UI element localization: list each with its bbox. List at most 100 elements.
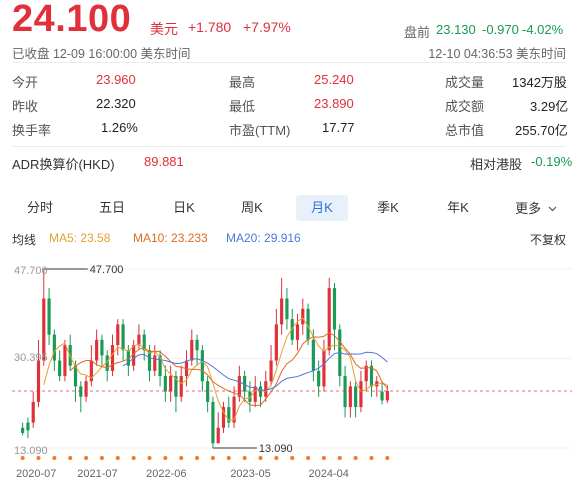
candle-body [253,386,257,402]
candle-body [375,381,379,387]
candle-body [332,288,337,330]
x-axis-label: 2024-04 [309,468,349,480]
candle-body [89,360,93,382]
candle-body [280,298,284,325]
hk-relative-value: -0.19% [531,154,573,169]
stat-value: 3.29亿 [530,99,569,114]
candle-body [311,339,315,371]
stat-value: 17.77 [322,120,355,135]
event-dot [99,456,104,460]
candle-body [317,370,321,387]
stat-label: 换手率 [12,123,52,138]
candle-body [354,386,358,408]
event-dot [20,456,25,460]
chevron-down-icon [548,195,557,221]
candle-body [195,339,199,351]
candle-body [274,324,278,361]
stat-value: 23.890 [314,96,354,111]
candle-body [200,350,204,382]
candle-body [142,334,146,351]
stat-value: 22.320 [96,96,136,111]
candle-body [105,355,109,371]
adr-label: ADR换算价(HKD) [12,157,115,172]
candle-body [79,386,83,397]
candle-body [31,401,35,423]
premarket-price: 23.130 [436,22,476,37]
candle-body [110,345,115,371]
candle-body [153,355,157,371]
candle-body [237,376,241,397]
candle-body [248,391,252,402]
candle-body [169,376,173,392]
candle-body [132,345,136,366]
candle-body [163,376,167,392]
candle-body [359,381,363,408]
candle-body [73,365,78,387]
candle-body [126,350,130,366]
candle-body [269,360,273,382]
event-dot [179,456,184,460]
tab-five-day[interactable]: 五日 [98,200,125,215]
currency-label: 美元 [150,21,178,37]
ma5-legend: MA5: 23.58 [49,231,111,245]
candle-body [258,386,263,397]
tab-intraday[interactable]: 分时 [26,200,53,215]
candle-body [385,391,389,401]
candle-body [42,298,46,361]
event-dot [36,456,41,460]
adr-value: 89.881 [144,154,184,169]
candle-body [216,427,220,444]
high-marker-label: 47.700 [90,264,124,276]
tab-more[interactable]: 更多 [506,195,566,221]
chart-grid [12,268,572,449]
tab-monthly-k[interactable]: 月K [296,195,348,221]
ma20-legend: MA20: 29.916 [226,231,301,245]
tab-weekly-k[interactable]: 周K [241,200,263,215]
candle-body [348,386,352,408]
x-axis-label: 2020-07 [16,468,56,480]
tab-daily-k[interactable]: 日K [173,200,195,215]
event-dot [290,456,295,460]
candle-body [137,334,141,346]
event-dot [385,456,390,460]
event-dot [195,456,200,460]
low-marker-label: 13.090 [259,443,293,455]
ma5-line [43,317,388,422]
x-axis-label: 2021-07 [77,468,117,480]
candle-body [174,376,178,397]
stat-label: 昨收 [12,99,39,114]
event-dot [52,456,57,460]
candlestick-chart[interactable]: 47.700 13.090 47.700 30.395 13.090 2020-0… [12,258,572,482]
stat-value: 23.960 [96,72,136,87]
candle-body [121,324,125,351]
candle-body [301,308,305,325]
tab-yearly-k[interactable]: 年K [447,200,469,215]
candle-body [232,396,236,423]
ma20-line [122,351,388,391]
candle-body [58,360,62,377]
chart-markers: 47.700 13.090 [12,264,572,460]
stat-value: 255.70亿 [515,123,568,138]
stat-label: 最低 [229,99,256,114]
premarket-time: 12-10 04:36:53 美东时间 [428,47,566,61]
stat-value: 25.240 [314,72,354,87]
premarket-change: -0.970 [482,22,519,37]
ma-title: 均线 [12,233,37,247]
stat-label: 总市值 [445,123,485,138]
event-dot [115,456,120,460]
candle-body [100,339,104,356]
x-axis-label: 2023-05 [230,468,270,480]
event-dot [68,456,73,460]
price-change-pct: +7.97% [243,19,291,35]
last-price: 24.100 [12,0,132,40]
candle-body [227,407,231,423]
candle-body [295,324,300,340]
candle-body [221,407,226,428]
stat-label: 市盈(TTM) [229,123,291,138]
price-adjust-toggle[interactable]: 不复权 [529,233,566,247]
tab-quarterly-k[interactable]: 季K [377,200,399,215]
x-axis-label: 2022-06 [146,468,186,480]
stat-label: 成交量 [445,75,485,90]
event-dot [210,456,215,460]
x-axis-labels: 2020-07 2021-07 2022-06 2023-05 2024-04 [16,468,349,480]
